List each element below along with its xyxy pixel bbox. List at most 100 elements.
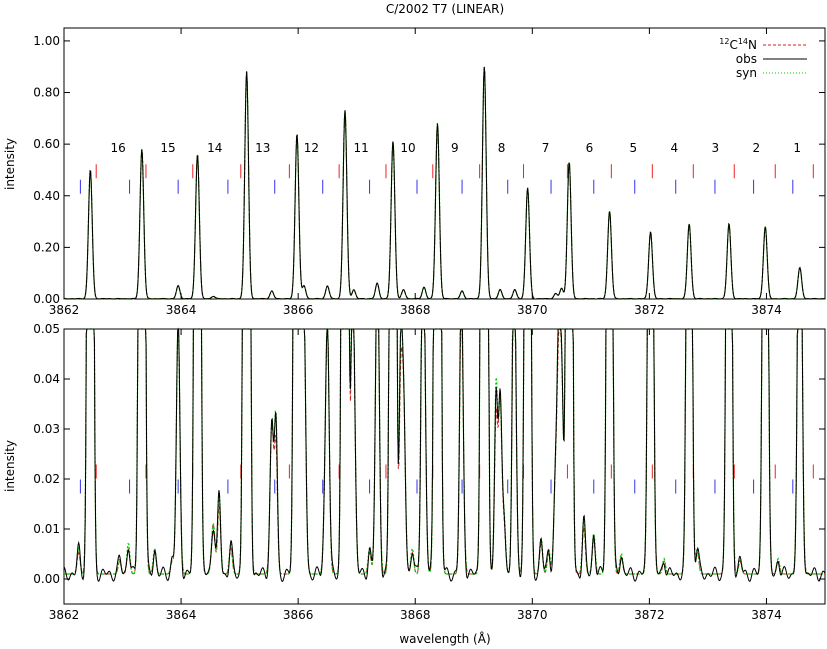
peak-point xyxy=(141,149,142,150)
peak-point xyxy=(484,66,485,67)
bottom-panel: 0.000.010.020.030.040.05 3862 3864 3866 386… xyxy=(3,322,826,646)
weak-peak-point xyxy=(504,528,505,529)
line-number-label: 1 xyxy=(793,141,801,155)
y-tick-label: 0.20 xyxy=(33,240,60,254)
x-tick-label: 3864 xyxy=(166,303,197,317)
peak-point xyxy=(689,224,690,225)
peak-point xyxy=(527,187,528,188)
line-number-label: 13 xyxy=(255,141,270,155)
x-tick-label: 3874 xyxy=(751,608,782,622)
line-number-label: 16 xyxy=(111,141,126,155)
peak-point xyxy=(90,169,91,170)
x-tick-label: 3866 xyxy=(283,303,314,317)
x-tick-label: 3862 xyxy=(49,608,80,622)
weak-peak-point xyxy=(275,428,276,429)
x-tick-label: 3868 xyxy=(400,608,431,622)
bottom-plot-frame xyxy=(63,328,826,605)
weak-peak-point xyxy=(495,398,496,399)
line-number-label: 7 xyxy=(542,141,550,155)
weak-peak-point xyxy=(400,383,401,384)
weak-peak-point xyxy=(128,548,129,549)
series-syn xyxy=(64,328,825,575)
x-tick-label: 3866 xyxy=(283,608,314,622)
line-number-label: 2 xyxy=(752,141,760,155)
weak-peak-point xyxy=(513,363,514,364)
bottom-x-axis: 3862 3864 3866 3868 3870 3872 3874 xyxy=(49,329,782,622)
weak-peak-point xyxy=(540,543,541,544)
weak-peak-point xyxy=(422,358,423,359)
x-tick-label: 3874 xyxy=(751,303,782,317)
top-x-axis: 3862 3864 3866 3868 3870 3872 3874 xyxy=(49,28,782,317)
x-tick-label: 3872 xyxy=(634,608,665,622)
x-tick-label: 3864 xyxy=(166,608,197,622)
line-number-label: 12 xyxy=(304,141,319,155)
top-ylabel: intensity xyxy=(3,138,17,190)
weak-peak-point xyxy=(369,553,370,554)
line-number-label: 9 xyxy=(451,141,459,155)
line-number-label: 14 xyxy=(207,141,222,155)
y-tick-label: 0.60 xyxy=(33,137,60,151)
peak-point xyxy=(296,133,297,134)
series-obs xyxy=(63,66,826,300)
weak-peak-point xyxy=(230,548,231,549)
y-tick-label: 1.00 xyxy=(33,34,60,48)
y-tick-label: 0.80 xyxy=(33,86,60,100)
peak-point xyxy=(246,71,247,72)
bottom-series xyxy=(63,327,826,583)
weak-peak-point xyxy=(593,538,594,539)
peak-point xyxy=(728,224,729,225)
peak-point xyxy=(437,123,438,124)
line-number-label: 5 xyxy=(630,141,638,155)
weak-peak-point xyxy=(300,353,301,354)
x-tick-label: 3870 xyxy=(517,608,548,622)
peak-point xyxy=(609,211,610,212)
peak-point xyxy=(799,267,800,268)
weak-peak-point xyxy=(119,563,120,564)
weak-peak-point xyxy=(324,538,325,539)
line-number-label: 4 xyxy=(670,141,678,155)
y-tick-label: 0.04 xyxy=(33,372,60,386)
weak-peak-point xyxy=(548,553,549,554)
x-tick-label: 3862 xyxy=(49,303,80,317)
legend-label-syn: syn xyxy=(736,66,757,80)
y-tick-label: 0.00 xyxy=(33,292,60,306)
peak-point xyxy=(197,154,198,155)
weak-peak-point xyxy=(219,498,220,499)
peak-point xyxy=(650,231,651,232)
top-panel: 0.000.200.400.600.801.00 3862 3864 3866 386… xyxy=(3,27,826,317)
bottom-y-axis: 0.00 0.01 0.02 0.03 0.04 0.05 xyxy=(33,322,825,586)
weak-peak-point xyxy=(697,553,698,554)
peak-point xyxy=(569,162,570,163)
weak-peak-point xyxy=(172,563,173,564)
legend-label-obs: obs xyxy=(736,52,757,66)
weak-peak-point xyxy=(351,388,352,389)
weak-peak-point xyxy=(558,383,559,384)
y-tick-label: 0.03 xyxy=(33,422,60,436)
peak-point xyxy=(392,141,393,142)
chart-title: C/2002 T7 (LINEAR) xyxy=(386,2,504,16)
weak-peak-point xyxy=(78,553,79,554)
line-number-label: 6 xyxy=(586,141,594,155)
y-tick-label: 0.00 xyxy=(33,572,60,586)
bottom-line-markers xyxy=(79,464,814,494)
y-tick-label: 0.02 xyxy=(33,472,60,486)
y-tick-label: 0.05 xyxy=(33,322,60,336)
weak-peak-point xyxy=(740,563,741,564)
top-plot-frame xyxy=(63,27,826,300)
line-number-label: 3 xyxy=(711,141,719,155)
x-tick-label: 3872 xyxy=(634,303,665,317)
weak-peak-point xyxy=(621,558,622,559)
top-y-axis: 0.00 0.20 0.40 0.60 0.80 1.00 xyxy=(33,34,825,306)
y-tick-label: 0.40 xyxy=(33,189,60,203)
weak-peak-point xyxy=(412,553,413,554)
peak-point xyxy=(765,226,766,227)
x-tick-label: 3870 xyxy=(517,303,548,317)
top-line-markers: 161514131211109876543210 xyxy=(79,141,814,194)
x-tick-label: 3868 xyxy=(400,303,431,317)
weak-peak-point xyxy=(583,523,584,524)
x-axis-label: wavelength (Å) xyxy=(399,631,490,646)
bottom-ylabel: intensity xyxy=(3,440,17,492)
weak-peak-point xyxy=(663,563,664,564)
